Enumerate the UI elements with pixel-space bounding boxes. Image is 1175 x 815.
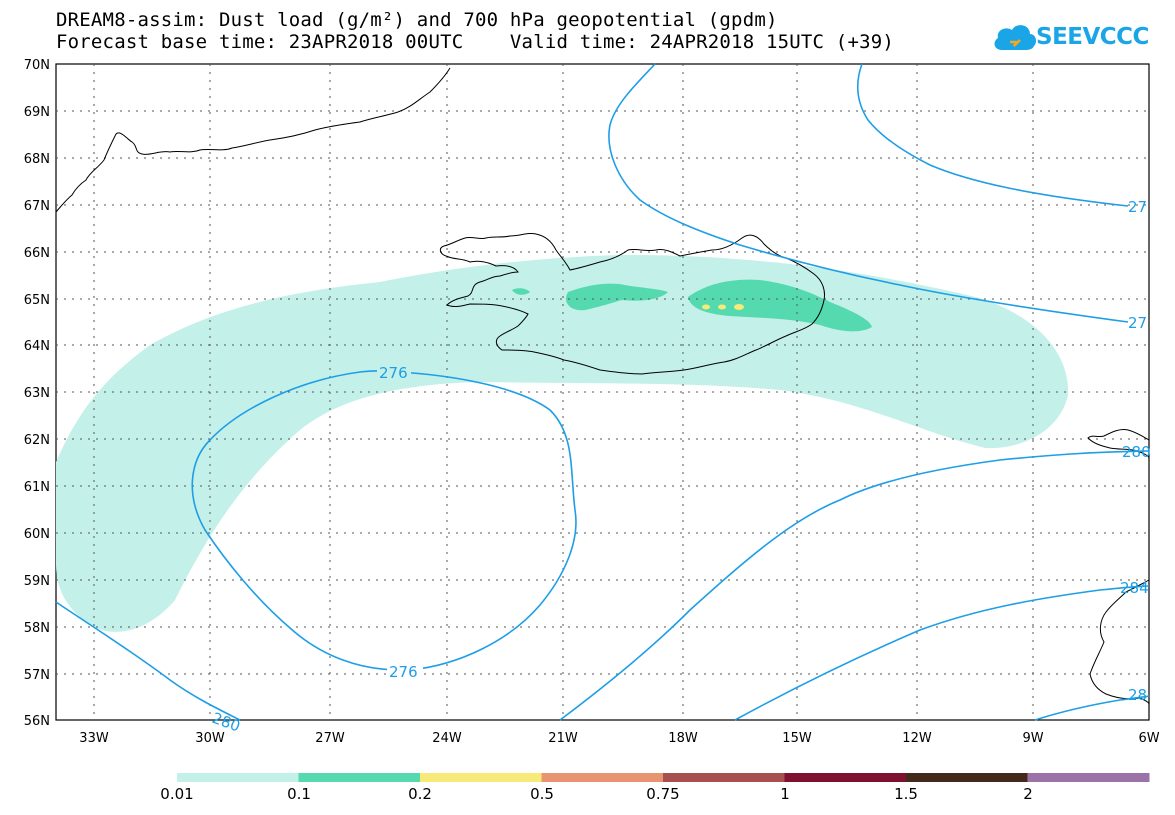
contour-label-280-east: 280: [1122, 443, 1151, 461]
dust-region-medium-small: [512, 288, 530, 295]
lon-label: 33W: [79, 731, 109, 746]
legend-colorbar: [177, 773, 1150, 782]
legend-swatch: [906, 773, 1028, 782]
legend-swatch: [1027, 773, 1150, 782]
contour-label-bg-1: [377, 364, 411, 381]
contour-label-276-top: 276: [379, 364, 408, 382]
legend-tick: 0.2: [408, 785, 432, 803]
dust-region-medium-west: [565, 283, 668, 311]
cloud-icon: [994, 25, 1037, 50]
legend-tick: 0.1: [287, 785, 311, 803]
legend-tick: 0.01: [160, 785, 193, 803]
lat-label: 56N: [24, 714, 50, 729]
lon-label: 24W: [432, 731, 462, 746]
contour-north-east: [857, 63, 1129, 207]
contour-north-loop: [608, 63, 1129, 323]
legend-swatch: [663, 773, 785, 782]
dust-region-light: [56, 254, 1069, 632]
contour-288: [1034, 695, 1150, 721]
dust-region-high-2: [718, 304, 726, 310]
lon-label: 15W: [782, 731, 812, 746]
lon-label: 6W: [1138, 731, 1159, 746]
contour-276-closed: [191, 370, 577, 671]
map-title: DREAM8-assim: Dust load (g/m²) and 700 h…: [56, 9, 778, 31]
lat-label: 59N: [24, 574, 50, 589]
legend-swatch: [784, 773, 907, 782]
legend-tick: 0.75: [646, 785, 679, 803]
dust-region-medium-east: [688, 279, 872, 332]
dust-region-high-3: [734, 304, 744, 310]
contour-280-southeast: [559, 450, 1150, 721]
lat-label: 66N: [24, 246, 50, 261]
lon-label: 30W: [195, 731, 225, 746]
legend-tick: 1: [780, 785, 790, 803]
lat-label: 64N: [24, 339, 50, 354]
contour-label-north-1: 27: [1128, 198, 1147, 216]
lat-label: 63N: [24, 386, 50, 401]
lat-label: 61N: [24, 480, 50, 495]
contour-280-southwest: [55, 601, 241, 721]
contour-label-288: 28: [1128, 686, 1147, 704]
contour-label-276-bottom: 276: [389, 663, 418, 681]
lat-label: 57N: [24, 668, 50, 683]
lat-label: 67N: [24, 199, 50, 214]
grid-lines: [56, 64, 1149, 720]
legend-swatch: [177, 773, 299, 782]
legend-tick: 0.5: [530, 785, 554, 803]
dust-region-high-1: [702, 304, 710, 310]
lat-label: 70N: [24, 58, 50, 73]
legend-tick: 2: [1023, 785, 1033, 803]
legend-swatch: [541, 773, 664, 782]
contour-label-bg-2: [387, 663, 423, 680]
lat-label: 58N: [24, 621, 50, 636]
iceland-coast: [439, 232, 825, 375]
lat-label: 69N: [24, 105, 50, 120]
lon-label: 21W: [548, 731, 578, 746]
lon-label: 9W: [1022, 731, 1043, 746]
lat-label: 62N: [24, 433, 50, 448]
geopotential-contours: [55, 63, 1150, 721]
logo-text: SEEVCCC: [1036, 24, 1149, 50]
contour-284: [734, 585, 1150, 721]
longitude-labels: 33W 30W 27W 24W 21W 18W 15W 12W 9W 6W: [79, 731, 1159, 746]
legend-tick: 1.5: [894, 785, 918, 803]
lon-label: 12W: [902, 731, 932, 746]
legend-swatch: [420, 773, 542, 782]
latitude-labels: 70N 69N 68N 67N 66N 65N 64N 63N 62N 61N …: [24, 58, 50, 729]
legend-swatch: [298, 773, 421, 782]
lat-label: 60N: [24, 527, 50, 542]
contour-label-north-2: 27: [1128, 314, 1147, 332]
lat-label: 65N: [24, 293, 50, 308]
legend-tick-labels: 0.01 0.1 0.2 0.5 0.75 1 1.5 2: [160, 785, 1032, 803]
scotland-coast-north: [1087, 429, 1150, 459]
lat-label: 68N: [24, 152, 50, 167]
lon-label: 18W: [668, 731, 698, 746]
contour-label-284: 284: [1120, 579, 1149, 597]
lon-label: 27W: [315, 731, 345, 746]
greenland-coast: [55, 67, 451, 213]
map-subtitle: Forecast base time: 23APR2018 00UTC Vali…: [56, 31, 895, 53]
